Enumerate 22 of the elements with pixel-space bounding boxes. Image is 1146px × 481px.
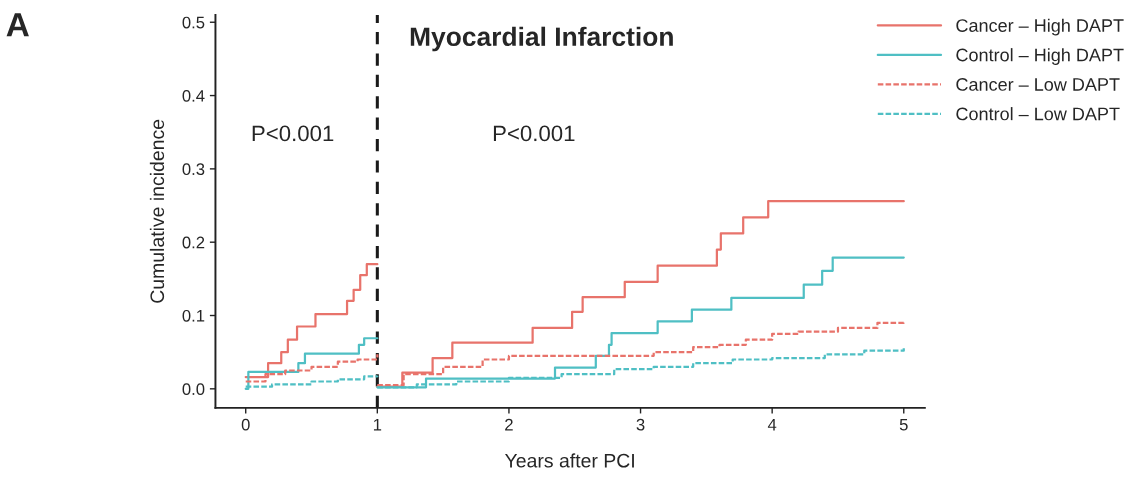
y-tick-label: 0.3	[182, 163, 205, 176]
x-tick-label: 2	[505, 418, 513, 431]
annotation: P<0.001	[252, 125, 334, 142]
y-tick-label: 0.0	[182, 383, 205, 396]
x-tick-label: 1	[373, 418, 382, 431]
legend-label: Control – Low DAPT	[956, 107, 1120, 121]
legend-label: Cancer – Low DAPT	[956, 78, 1120, 91]
annotation: P<0.001	[493, 125, 575, 142]
x-tick-label: 5	[899, 418, 908, 431]
y-axis-title: Cumulative incidence	[149, 119, 165, 303]
y-tick-label: 0.4	[182, 89, 205, 102]
y-tick-label: 0.1	[182, 309, 205, 322]
x-tick-label: 3	[636, 418, 645, 431]
chart-title: Myocardial Infarction	[410, 26, 673, 52]
x-axis-title: Years after PCI	[504, 453, 634, 468]
legend-label: Cancer – High DAPT	[956, 18, 1124, 36]
x-tick-label: 4	[767, 418, 777, 431]
text: A	[6, 13, 29, 37]
legend-label: Control – High DAPT	[956, 48, 1124, 65]
y-tick-label: 0.2	[182, 236, 205, 249]
y-tick-label: 0.5	[182, 16, 205, 29]
x-tick-label: 0	[241, 418, 250, 431]
